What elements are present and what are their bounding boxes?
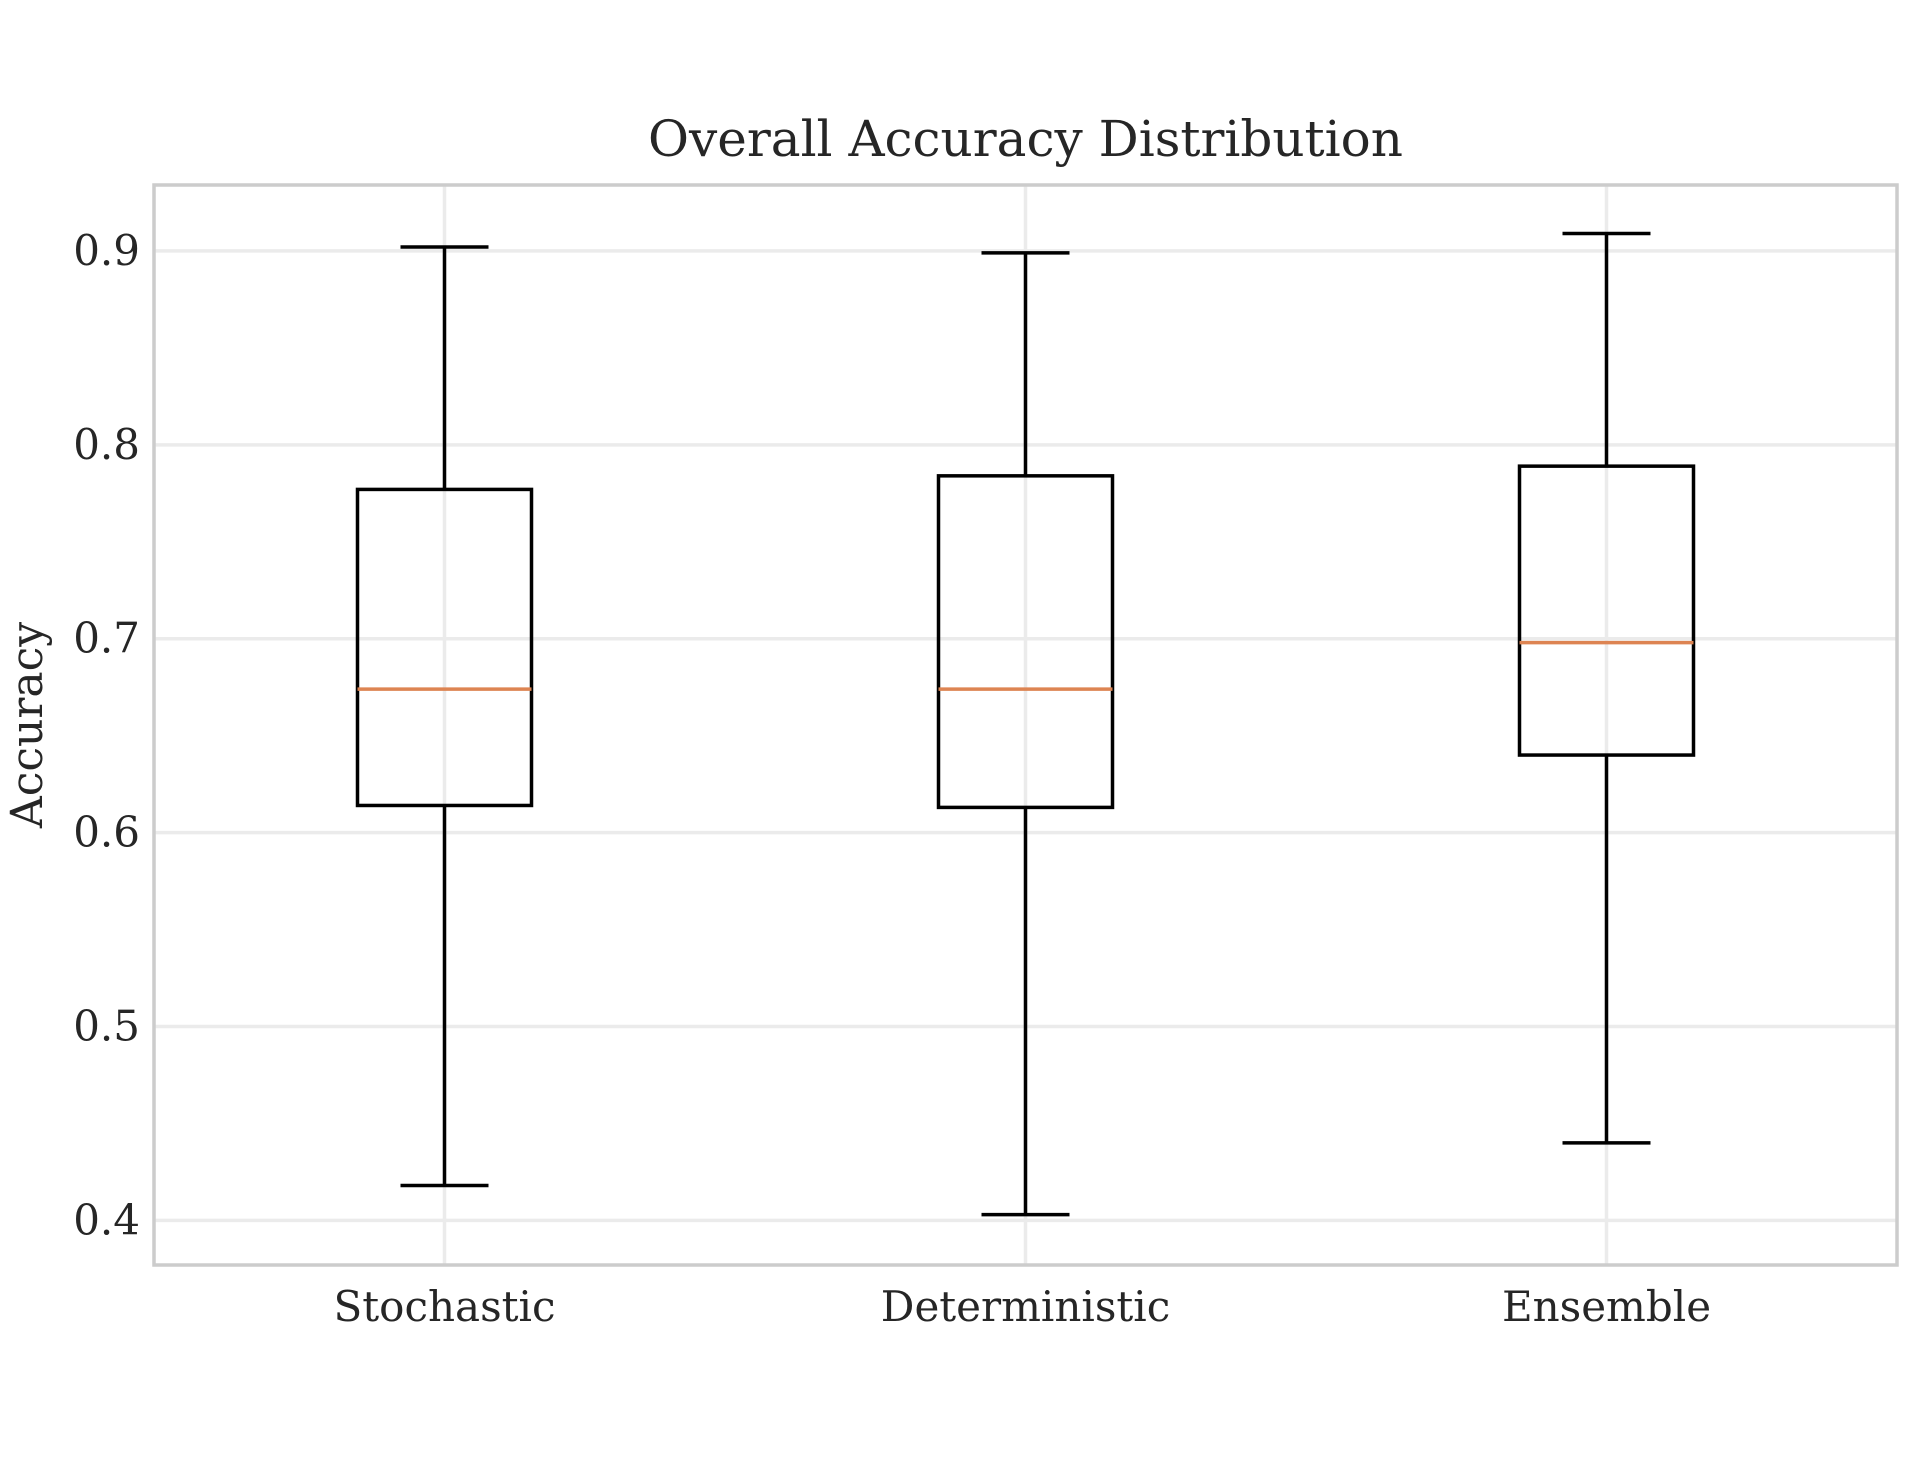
y-tick-label: 0.7 <box>73 614 140 663</box>
y-tick-label: 0.6 <box>73 808 140 857</box>
plot-frame <box>152 183 1899 1267</box>
y-tick-label: 0.8 <box>73 420 140 469</box>
box-layer <box>355 231 1696 1217</box>
x-tick-label: Deterministic <box>881 1282 1170 1331</box>
y-tick-label: 0.4 <box>73 1195 140 1244</box>
box-ensemble <box>1517 231 1696 1145</box>
y-axis-label: Accuracy <box>2 622 53 829</box>
box-stochastic <box>355 245 534 1188</box>
tick-labels: 0.4 0.5 0.6 0.7 0.8 0.9 Stochastic Deterministi… <box>73 226 1711 1331</box>
chart-title: Overall Accuracy Distribution <box>648 110 1403 168</box>
iqr-box <box>1517 464 1696 757</box>
x-tick-label: Stochastic <box>334 1282 556 1331</box>
iqr-box <box>355 487 534 808</box>
box-deterministic <box>936 251 1115 1217</box>
iqr-box <box>936 474 1115 810</box>
x-tick-label: Ensemble <box>1502 1282 1711 1331</box>
y-tick-label: 0.5 <box>73 1002 140 1051</box>
y-tick-label: 0.9 <box>73 226 140 275</box>
